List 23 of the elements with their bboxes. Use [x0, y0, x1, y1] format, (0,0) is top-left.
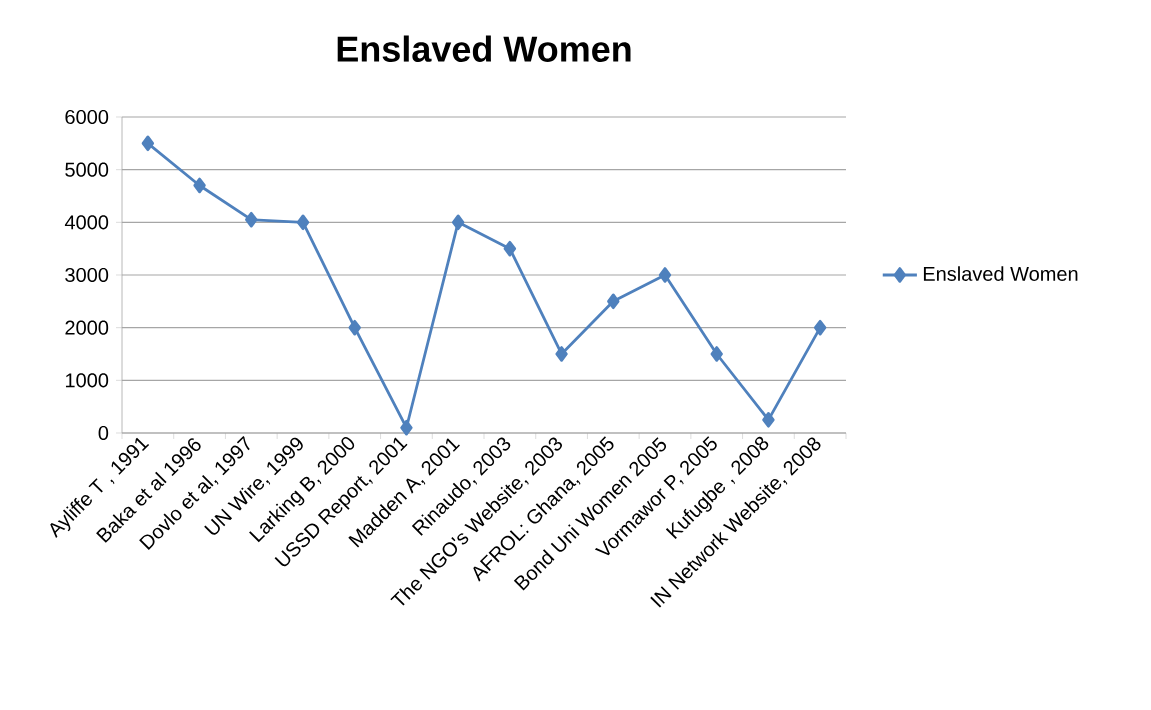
point — [762, 412, 775, 428]
point — [245, 211, 258, 228]
y-tick-label: 2000 — [65, 320, 109, 335]
point — [296, 214, 310, 231]
y-tick-label: 0 — [98, 425, 109, 441]
point — [193, 177, 206, 194]
y-tick-label: 3000 — [65, 267, 109, 283]
chart-title: Enslaved Women — [337, 35, 631, 62]
point — [141, 135, 155, 152]
point — [813, 319, 827, 336]
legend-label: Enslaved Women — [923, 266, 1078, 281]
point — [607, 293, 620, 310]
point — [451, 214, 465, 231]
y-tick-label: 5000 — [65, 162, 109, 177]
point — [503, 240, 517, 257]
y-tick-label: 1000 — [65, 373, 109, 388]
y-tick-label: 6000 — [65, 109, 109, 125]
point — [348, 319, 361, 336]
point — [710, 346, 723, 362]
point — [555, 346, 568, 362]
point — [658, 267, 672, 283]
point — [400, 419, 413, 436]
y-tick-label: 4000 — [64, 215, 109, 230]
